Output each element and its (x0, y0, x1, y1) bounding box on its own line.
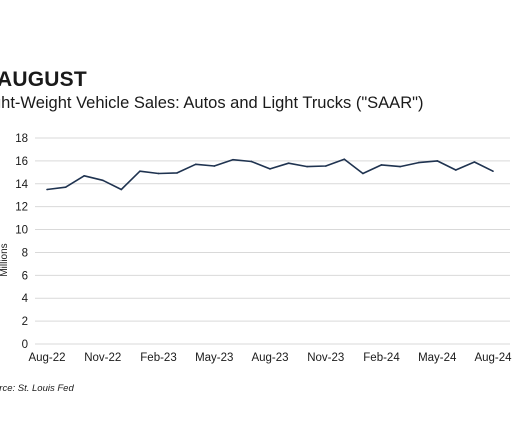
y-tick-label: 18 (15, 133, 28, 145)
y-axis-label: Millions (0, 243, 10, 276)
grid-lines (35, 137, 510, 345)
x-tick-label: May-23 (195, 352, 233, 364)
x-tick-label: Feb-23 (140, 352, 176, 364)
x-tick-label: May-24 (418, 352, 457, 364)
x-tick-label: Aug-23 (251, 352, 288, 364)
data-point (417, 161, 420, 164)
data-point (362, 172, 364, 175)
data-point (492, 170, 494, 172)
y-tick-label: 14 (15, 179, 28, 191)
data-point (455, 169, 457, 171)
data-point (343, 158, 346, 160)
data-point (213, 165, 216, 167)
data-point (139, 170, 141, 172)
y-tick-label: 6 (22, 270, 28, 282)
data-point (120, 188, 123, 191)
chart-heading: AUGUST (0, 68, 87, 91)
y-tick-label: 0 (22, 339, 28, 351)
data-point (306, 165, 308, 168)
y-tick-label: 2 (22, 316, 28, 328)
data-point (176, 172, 178, 174)
data-point (157, 172, 160, 175)
x-tick-label: Feb-24 (363, 352, 400, 364)
data-point (269, 168, 271, 170)
x-tick-label: Aug-22 (28, 352, 65, 364)
y-tick-labels: 0 2 4 6 8 10 12 14 16 18 (15, 133, 28, 351)
data-point (380, 164, 383, 166)
x-tick-label: Aug-24 (474, 352, 512, 364)
y-tick-label: 4 (22, 293, 29, 305)
data-point (436, 160, 439, 162)
chart-title: ght-Weight Vehicle Sales: Autos and Ligh… (0, 94, 424, 112)
series-line (46, 158, 494, 191)
data-point (250, 160, 253, 163)
data-point (473, 161, 476, 163)
data-point (324, 165, 327, 167)
source-note: urce: St. Louis Fed (0, 383, 74, 394)
x-tick-label: Nov-22 (84, 352, 121, 364)
data-point (399, 165, 401, 168)
x-tick-label: Nov-23 (307, 352, 344, 364)
y-tick-label: 12 (15, 202, 28, 214)
data-point (194, 163, 197, 166)
data-point (64, 186, 67, 189)
data-point (101, 179, 104, 182)
y-tick-label: 10 (15, 225, 28, 237)
data-point (46, 188, 48, 191)
data-point (83, 174, 85, 177)
data-point (287, 162, 290, 164)
data-point (232, 158, 234, 161)
y-tick-label: 16 (15, 156, 28, 168)
series-layer (46, 158, 494, 191)
x-tick-labels: Aug-22 Nov-22 Feb-23 May-23 Aug-23 Nov-23 Feb-… (28, 352, 512, 364)
y-tick-label: 8 (22, 247, 28, 259)
